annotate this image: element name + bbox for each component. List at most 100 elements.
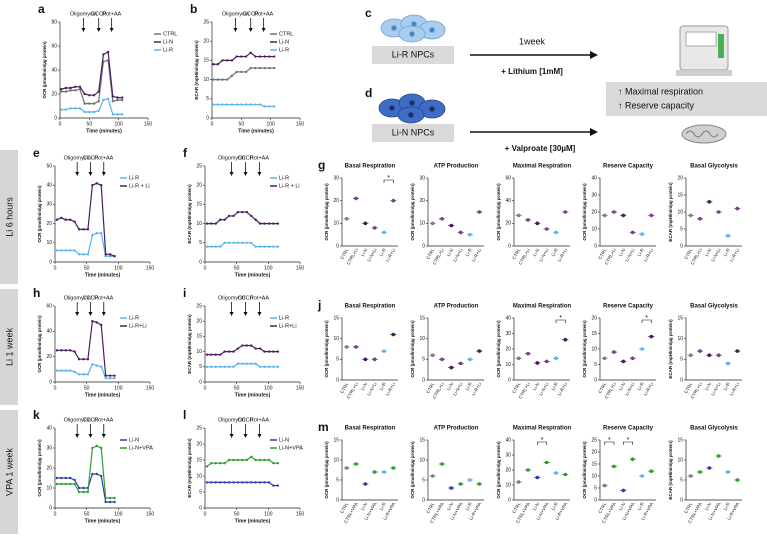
series-point: [64, 349, 67, 352]
injection-arrow-head: [88, 172, 93, 176]
x-tick-label: Li-N: [446, 502, 454, 512]
x-tick-label: CTRL: [511, 381, 521, 394]
dot: [612, 350, 616, 354]
series-point: [272, 222, 275, 225]
series-point: [88, 94, 91, 97]
injection-label: CCCP: [83, 295, 99, 301]
series-point: [230, 74, 234, 77]
x-tick-label: Li-R+Li: [471, 248, 483, 263]
dot: [554, 230, 558, 235]
series-point: [91, 320, 94, 323]
x-tick-label: Li-N: [360, 502, 368, 512]
series-line: [206, 456, 278, 467]
y-tick-label: 20: [203, 39, 209, 45]
y-tick-label: 5: [199, 489, 202, 495]
series-point: [236, 347, 240, 350]
x-tick-label: 150: [296, 121, 305, 127]
series-point: [111, 100, 115, 103]
y-tick-label: 25: [203, 19, 209, 25]
series-point: [211, 63, 215, 66]
series-point: [95, 232, 99, 235]
y-tick-label: 5: [199, 240, 202, 246]
series-point: [244, 55, 248, 58]
injection-label: CCCP: [238, 155, 254, 161]
series-point: [100, 365, 103, 368]
series-point: [241, 241, 244, 244]
series-point: [60, 249, 63, 252]
y-tick-label: 10: [591, 226, 597, 232]
series-point: [240, 55, 243, 58]
series-point: [55, 218, 59, 221]
dot: [649, 213, 654, 218]
series-point: [55, 369, 59, 372]
series-point: [267, 245, 271, 248]
y-tick-label: 20: [505, 346, 511, 352]
series-point: [106, 97, 110, 101]
series-point: [235, 55, 238, 58]
y-tick-label: 10: [203, 77, 209, 83]
y-axis-label: OCR (pmol/min/µg protein): [42, 41, 47, 99]
x-tick-label: 100: [114, 385, 123, 391]
series-point: [211, 103, 215, 106]
series-point: [245, 481, 248, 484]
series-point: [77, 490, 81, 494]
series-point: [258, 66, 262, 70]
y-tick-label: 0: [206, 115, 209, 121]
series-point: [73, 370, 76, 374]
series-point: [104, 253, 107, 256]
y-tick-label: 0: [680, 243, 683, 249]
y-tick-label: 25: [196, 425, 202, 431]
series-point: [235, 103, 238, 106]
y-tick-label: 5: [680, 477, 683, 483]
x-tick-label: CTRL: [339, 501, 349, 514]
y-tick-label: 40: [591, 175, 597, 181]
dot: [458, 361, 463, 366]
series-point: [216, 103, 220, 106]
dot: [526, 468, 530, 472]
injection-label: Rot+AA: [102, 11, 121, 17]
y-tick-label: 0: [680, 377, 683, 383]
series-point: [59, 88, 63, 91]
injection-arrow-head: [257, 434, 262, 438]
treatment-label: + Valproate [30µM]: [505, 144, 576, 153]
y-tick-label: 30: [46, 202, 52, 208]
series-point: [86, 253, 90, 256]
y-tick-label: 30: [505, 452, 511, 458]
dot: [354, 462, 358, 466]
injection-label: Oligomycin: [64, 417, 91, 423]
duration-label: 1week: [519, 36, 546, 46]
series-point: [249, 103, 252, 106]
y-tick-label: 0: [422, 497, 425, 503]
y-tick-label: 10: [677, 457, 683, 463]
y-tick-label: 10: [333, 336, 339, 342]
series-point: [78, 107, 82, 110]
dot: [554, 356, 558, 361]
series-point: [258, 222, 262, 225]
y-tick-label: 20: [46, 354, 52, 360]
series-point: [250, 455, 253, 458]
series-point: [120, 96, 124, 99]
series-point: [245, 362, 248, 365]
x-tick-label: CTRL: [511, 501, 521, 514]
legend-label: Li-N: [279, 437, 289, 443]
x-tick-label: 150: [144, 121, 153, 127]
y-axis-label: ECAR (mpH/min/µg protein): [668, 319, 673, 379]
significance-bracket: [537, 441, 547, 445]
series-point: [219, 462, 222, 465]
y-tick-label: 10: [333, 221, 339, 227]
series-point: [268, 66, 271, 70]
series-point: [210, 353, 213, 356]
series-point: [267, 481, 271, 484]
x-tick-label: CTRL: [339, 247, 349, 260]
y-axis-label: ECAR (mpH/min/µg protein): [668, 440, 673, 500]
dot: [363, 482, 368, 486]
dot: [391, 466, 396, 470]
dot: [516, 356, 521, 361]
row-label: Li 6 hours: [4, 197, 14, 237]
series-point: [69, 89, 72, 92]
label-box: [372, 124, 454, 142]
y-tick-label: 5: [206, 96, 209, 102]
x-tick-label: Li-N+Li: [538, 248, 550, 263]
y-tick-label: 15: [677, 192, 683, 198]
injection-arrow-head: [257, 312, 262, 316]
